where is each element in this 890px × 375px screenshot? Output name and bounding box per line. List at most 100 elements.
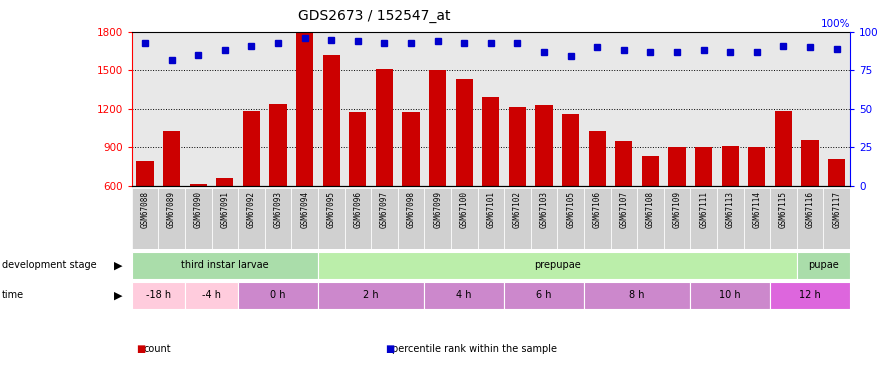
Bar xyxy=(398,188,425,249)
Text: -4 h: -4 h xyxy=(202,290,221,300)
Bar xyxy=(291,188,318,249)
Bar xyxy=(615,141,633,186)
Text: count: count xyxy=(143,344,171,354)
Bar xyxy=(664,188,691,249)
Bar xyxy=(557,188,584,249)
Bar xyxy=(344,188,371,249)
Bar xyxy=(190,184,206,186)
Text: time: time xyxy=(2,291,24,300)
Text: GSM67101: GSM67101 xyxy=(486,190,496,228)
Bar xyxy=(775,111,792,186)
Bar xyxy=(482,97,499,186)
Bar xyxy=(239,282,318,309)
Bar xyxy=(536,105,553,186)
Text: GSM67107: GSM67107 xyxy=(619,190,628,228)
Text: GSM67097: GSM67097 xyxy=(380,190,389,228)
Text: GSM67103: GSM67103 xyxy=(539,190,548,228)
Text: GSM67096: GSM67096 xyxy=(353,190,362,228)
Text: ■: ■ xyxy=(136,344,145,354)
Bar xyxy=(402,112,420,186)
Text: GSM67114: GSM67114 xyxy=(752,190,761,228)
Text: GDS2673 / 152547_at: GDS2673 / 152547_at xyxy=(297,9,450,23)
Text: GSM67090: GSM67090 xyxy=(194,190,203,228)
Bar xyxy=(691,282,770,309)
Bar xyxy=(584,188,611,249)
Text: GSM67113: GSM67113 xyxy=(725,190,735,228)
Text: GSM67106: GSM67106 xyxy=(593,190,602,228)
Bar xyxy=(770,188,797,249)
Bar xyxy=(504,282,584,309)
Bar xyxy=(530,188,557,249)
Text: GSM67099: GSM67099 xyxy=(433,190,442,228)
Bar xyxy=(243,111,260,186)
Bar xyxy=(216,178,233,186)
Bar xyxy=(797,252,850,279)
Bar xyxy=(239,188,264,249)
Bar xyxy=(185,188,212,249)
Bar xyxy=(318,282,425,309)
Bar xyxy=(429,70,446,186)
Bar xyxy=(478,188,504,249)
Bar xyxy=(318,188,344,249)
Bar xyxy=(611,188,637,249)
Text: GSM67094: GSM67094 xyxy=(300,190,309,228)
Text: 8 h: 8 h xyxy=(629,290,645,300)
Text: 12 h: 12 h xyxy=(799,290,821,300)
Bar xyxy=(456,79,473,186)
Text: -18 h: -18 h xyxy=(146,290,171,300)
Text: GSM67105: GSM67105 xyxy=(566,190,575,228)
Bar xyxy=(132,282,185,309)
Text: 10 h: 10 h xyxy=(719,290,741,300)
Text: GSM67102: GSM67102 xyxy=(513,190,522,228)
Text: 6 h: 6 h xyxy=(537,290,552,300)
Text: GSM67092: GSM67092 xyxy=(247,190,256,228)
Bar xyxy=(828,159,846,186)
Bar xyxy=(451,188,478,249)
Bar xyxy=(509,107,526,186)
Bar xyxy=(748,147,765,186)
Text: GSM67108: GSM67108 xyxy=(646,190,655,228)
Bar xyxy=(642,156,659,186)
Text: 100%: 100% xyxy=(821,19,850,29)
Text: GSM67109: GSM67109 xyxy=(673,190,682,228)
Bar xyxy=(562,114,579,186)
Bar xyxy=(695,147,712,186)
Text: third instar larvae: third instar larvae xyxy=(181,260,269,270)
Text: GSM67111: GSM67111 xyxy=(700,190,708,228)
Bar xyxy=(371,188,398,249)
Text: GSM67095: GSM67095 xyxy=(327,190,336,228)
Bar xyxy=(163,130,181,186)
Text: GSM67089: GSM67089 xyxy=(167,190,176,228)
Bar xyxy=(212,188,239,249)
Bar xyxy=(349,112,367,186)
Text: prepupae: prepupae xyxy=(534,260,580,270)
Bar xyxy=(637,188,664,249)
Bar xyxy=(270,104,287,186)
Text: ▶: ▶ xyxy=(114,261,123,270)
Bar xyxy=(770,282,850,309)
Bar xyxy=(504,188,530,249)
Text: GSM67088: GSM67088 xyxy=(141,190,150,228)
Bar xyxy=(722,146,739,186)
Bar xyxy=(185,282,239,309)
Bar xyxy=(132,188,158,249)
Text: percentile rank within the sample: percentile rank within the sample xyxy=(392,344,557,354)
Bar xyxy=(264,188,291,249)
Text: GSM67116: GSM67116 xyxy=(805,190,814,228)
Bar xyxy=(296,32,313,186)
Bar xyxy=(132,252,318,279)
Bar xyxy=(801,140,819,186)
Bar xyxy=(322,55,340,186)
Bar xyxy=(668,147,685,186)
Text: GSM67093: GSM67093 xyxy=(273,190,282,228)
Text: 2 h: 2 h xyxy=(363,290,379,300)
Text: GSM67091: GSM67091 xyxy=(221,190,230,228)
Text: 4 h: 4 h xyxy=(457,290,472,300)
Text: 0 h: 0 h xyxy=(271,290,286,300)
Bar xyxy=(584,282,691,309)
Bar xyxy=(823,188,850,249)
Bar xyxy=(425,282,504,309)
Text: GSM67100: GSM67100 xyxy=(460,190,469,228)
Bar xyxy=(158,188,185,249)
Bar xyxy=(376,69,393,186)
